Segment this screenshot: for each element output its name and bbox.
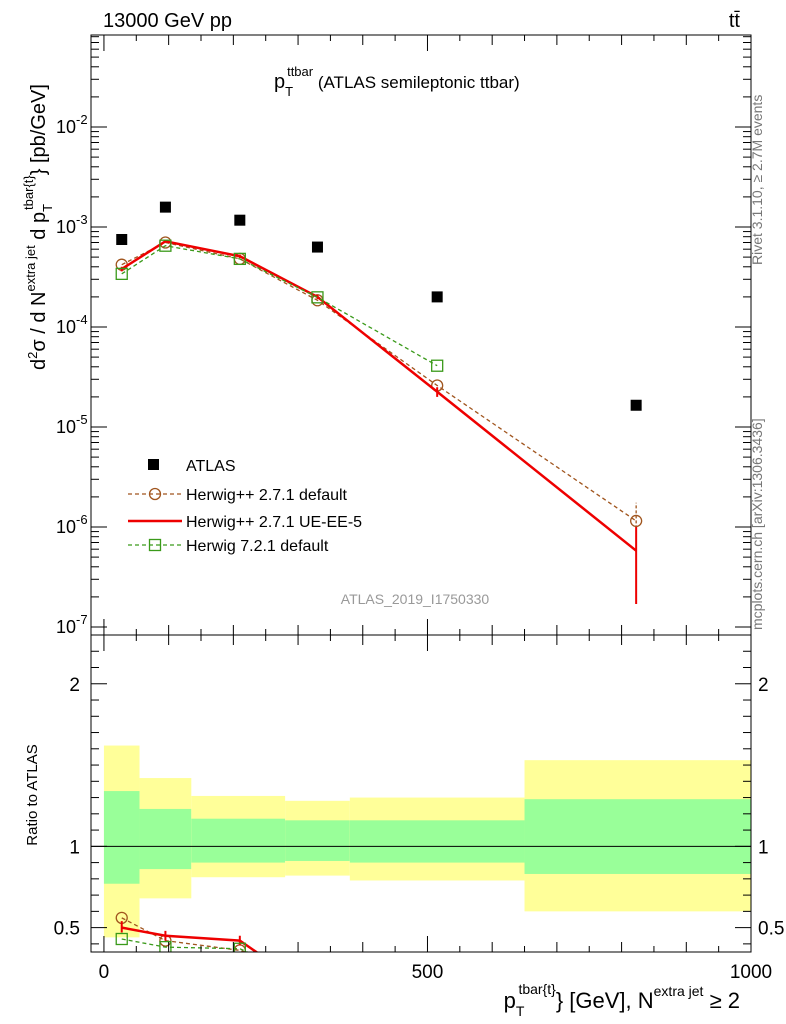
ratio-xtick-label: 1000 [730, 962, 772, 983]
ratio-frame [90, 634, 752, 953]
data-point-atlas [159, 201, 171, 213]
ratio-ytick-label-right: 2 [758, 675, 769, 696]
main-ytick-label: 10-4 [56, 312, 88, 337]
header-final-state: tt̄ [729, 10, 741, 32]
ratio-data [115, 911, 259, 952]
ratio-point-herwig-7-2-1-default [115, 932, 128, 946]
data-point-herwig-7-2-1-default [115, 267, 128, 281]
plot-title-rest: (ATLAS semileptonic ttbar) [313, 73, 520, 92]
ratio-xlabel: pTtbar{t}} [GeV], Nextra jet ≥ 2 [504, 981, 740, 1019]
legend-marker-herwigpp-default [148, 487, 162, 501]
plot-title-sub: T [285, 84, 293, 99]
xlabel-tail: ≥ 2 [703, 988, 740, 1013]
main-ytick-label: 10-2 [56, 112, 88, 137]
ratio-point-herwig-7-2-1-default [233, 942, 246, 952]
ratio-xtick-label: 0 [99, 962, 110, 983]
main-data [115, 201, 643, 604]
ratio-ytick-label-left: 0.5 [54, 919, 80, 940]
xlabel-rest: } [GeV], N [556, 988, 654, 1013]
legend-marker-atlas [148, 459, 159, 470]
series-line-herwig-2-7-1-ue-ee-5 [121, 239, 637, 552]
data-point-herwig-7-2-1-default [159, 239, 172, 252]
ratio-ytick-label-left: 2 [69, 675, 80, 696]
ratio-inner-band [349, 820, 525, 863]
plot-title: pTttbar (ATLAS semileptonic ttbar) [274, 64, 520, 99]
data-point-atlas [630, 399, 642, 411]
main-axis-ticks: 10-7 10-6 10-5 10-4 10-3 10-2 [56, 35, 752, 637]
data-point-herwig-7-2-1-default [311, 291, 324, 304]
plot-title-sup: ttbar [287, 64, 314, 79]
legend-label-herwigpp-default: Herwig++ 2.7.1 default [186, 487, 348, 504]
xlabel-sub: T [516, 1003, 525, 1019]
ratio-bands [91, 745, 751, 938]
main-ytick-label: 10-5 [56, 412, 88, 437]
main-ytick-label: 10-7 [56, 612, 88, 637]
data-point-atlas [431, 291, 443, 303]
ratio-point-herwig-7-2-1-default [159, 940, 172, 952]
ratio-inner-band [285, 820, 350, 861]
xlabel-sup: tbar{t} [518, 981, 556, 997]
data-point-atlas [234, 214, 246, 226]
ratio-ytick-label-right: 0.5 [758, 919, 784, 940]
series-line-herwig-7-2-1-default [121, 245, 438, 367]
ratio-ytick-label-left: 1 [69, 837, 80, 858]
data-point-atlas [116, 233, 128, 245]
ratio-inner-band [103, 791, 140, 884]
ratio-inner-band [139, 808, 192, 870]
ratio-panel: 0.5 0.5 1 1 2 2 0 500 1000 Ratio to ATLAS pTtbar… [24, 634, 784, 1019]
xlabel-p: p [504, 988, 516, 1013]
data-point-herwig-7-2-1-default [431, 359, 444, 372]
ratio-line-herwig-7-2-1-default [121, 938, 250, 952]
ratio-inner-band [191, 818, 286, 863]
main-ytick-label: 10-6 [56, 512, 88, 537]
plot-title-p: p [274, 71, 285, 93]
main-panel: 10-7 10-6 10-5 10-4 10-3 10-2 pTttbar (ATLAS … [21, 34, 752, 637]
ratio-axis-ticks: 0.5 0.5 1 1 2 2 0 500 1000 [54, 635, 784, 983]
ratio-inner-band [524, 799, 751, 874]
data-point-herwig-2-7-1-default [629, 514, 643, 528]
legend: ATLAS Herwig++ 2.7.1 default Herwig++ 2.… [128, 458, 362, 555]
legend-label-herwig7-default: Herwig 7.2.1 default [186, 538, 329, 555]
series-line-herwig-2-7-1-default [121, 241, 637, 522]
analysis-id: ATLAS_2019_I1750330 [341, 591, 490, 607]
ratio-line-herwig-2-7-1-ue-ee-5 [121, 926, 259, 952]
legend-marker-herwig7-default [148, 538, 162, 552]
main-ytick-label: 10-3 [56, 212, 88, 237]
rivet-label: Rivet 3.1.10, ≥ 2.7M events [749, 95, 765, 265]
data-point-atlas [311, 241, 323, 253]
main-ylabel: d2σ / d Nextra jet d pTtbar{t}} [pb/GeV] [21, 84, 55, 370]
ratio-ytick-label-right: 1 [758, 837, 769, 858]
mcplots-label: mcplots.cern.ch [arXiv:1306.3436] [749, 418, 765, 630]
ratio-line-herwig-2-7-1-default [121, 917, 248, 952]
header-process: 13000 GeV pp [103, 10, 232, 32]
legend-label-atlas: ATLAS [186, 458, 236, 475]
ratio-xtick-label: 500 [412, 962, 444, 983]
ratio-ylabel: Ratio to ATLAS [24, 744, 41, 845]
data-point-herwig-7-2-1-default [233, 252, 246, 266]
xlabel-sup2: extra jet [654, 983, 704, 999]
legend-label-herwigpp-ueee5: Herwig++ 2.7.1 UE-EE-5 [186, 514, 362, 531]
